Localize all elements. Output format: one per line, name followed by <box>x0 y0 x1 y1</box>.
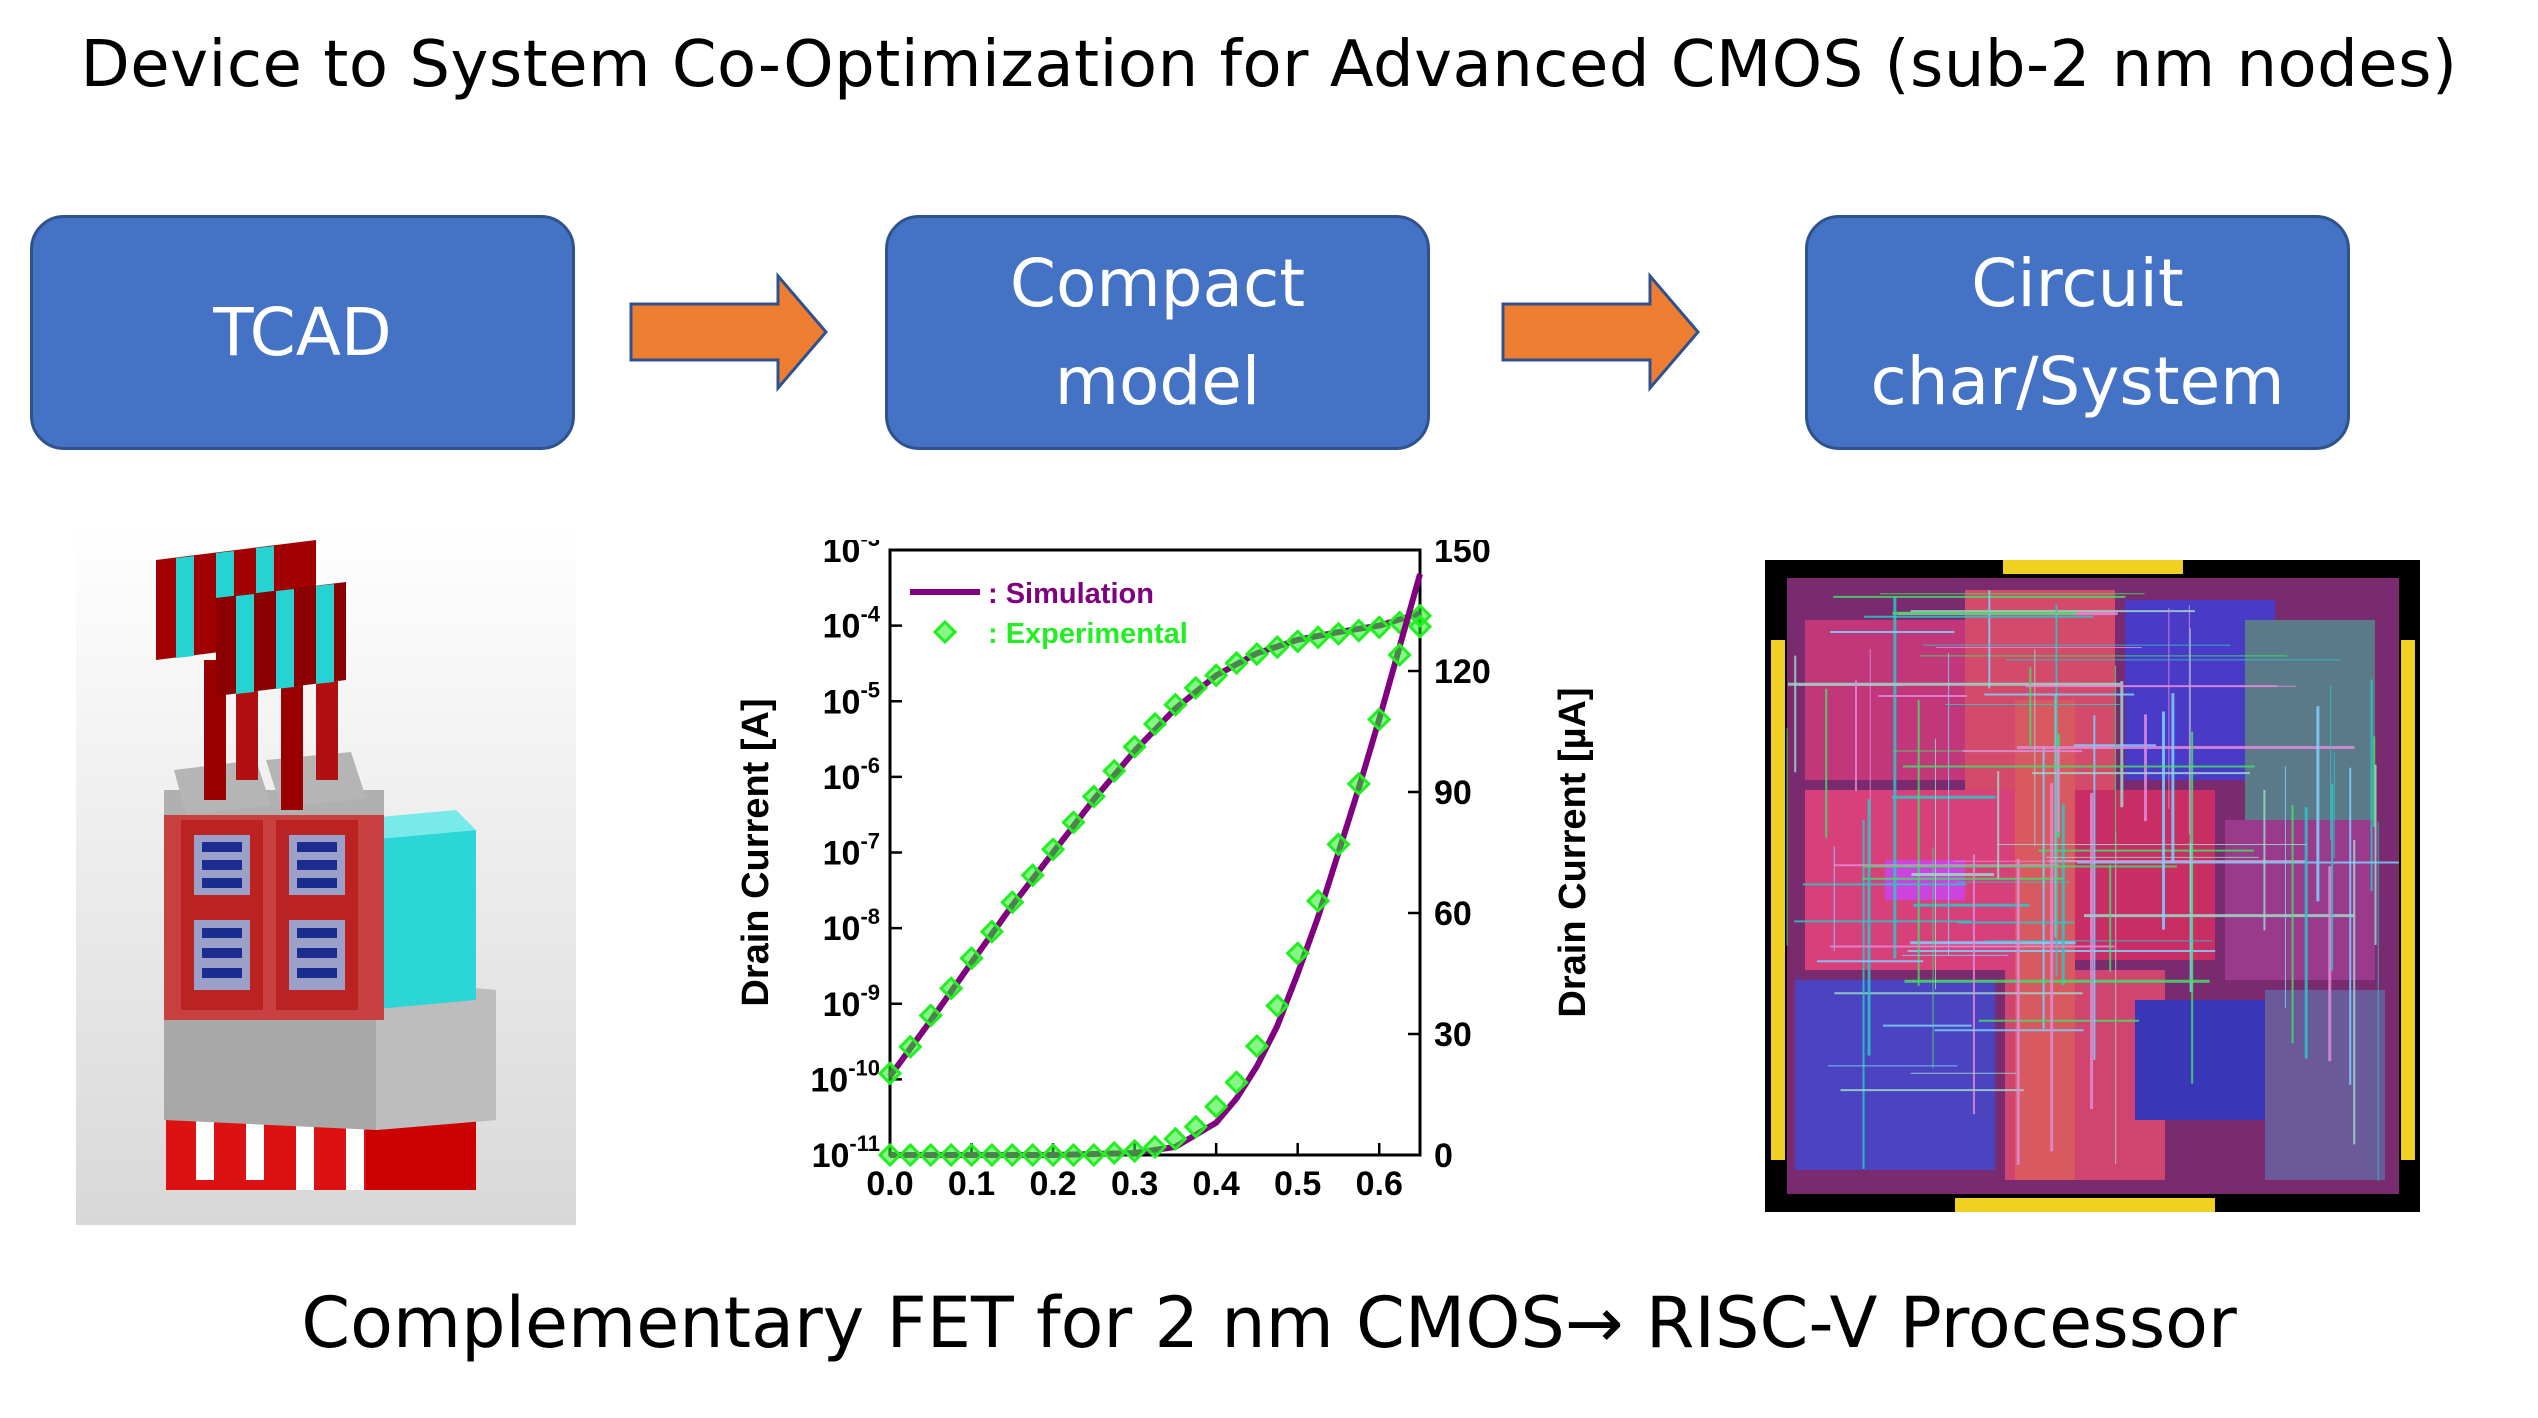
x-tick-label: 0.6 <box>1356 1165 1403 1203</box>
legend-simulation-label: : Simulation <box>988 578 1154 610</box>
experimental-point <box>1000 890 1025 915</box>
experimental-point <box>1142 1134 1168 1160</box>
experimental-point <box>1326 832 1351 857</box>
circuit-system-box: Circuit char/System <box>1805 215 2350 450</box>
experimental-point <box>1244 641 1270 667</box>
experimental-point <box>1326 621 1351 646</box>
y-tick-label-left: 10-9 <box>823 980 880 1024</box>
experimental-point <box>1367 615 1392 640</box>
x-tick-label: 0.2 <box>1029 1165 1076 1203</box>
experimental-point <box>1305 625 1331 650</box>
experimental-point <box>1061 810 1086 835</box>
experimental-point <box>1305 888 1331 914</box>
experimental-point <box>979 1142 1005 1168</box>
experimental-point <box>898 1142 923 1168</box>
y-tick-label-left: 10-10 <box>810 1055 880 1099</box>
experimental-point <box>898 1034 923 1059</box>
right-arrow-icon <box>629 272 828 392</box>
experimental-point <box>1040 1142 1066 1168</box>
experimental-point <box>877 1061 903 1086</box>
experimental-point <box>1000 1142 1025 1168</box>
y-axis-label-right: Drain Current [µA] <box>1552 687 1594 1017</box>
y-tick-label-right: 30 <box>1434 1016 1472 1054</box>
experimental-point <box>959 946 984 971</box>
legend-experimental-label: : Experimental <box>988 618 1188 650</box>
experimental-point <box>1122 1138 1147 1164</box>
x-tick-label: 0.4 <box>1193 1165 1240 1203</box>
y-tick-label-left: 10-6 <box>823 753 880 797</box>
experimental-point <box>877 1142 903 1168</box>
y-tick-label-left: 10-4 <box>823 602 881 646</box>
experimental-point <box>1346 618 1371 643</box>
experimental-point <box>1040 837 1066 862</box>
experimental-point <box>1285 941 1310 966</box>
right-arrow-icon <box>1501 272 1700 392</box>
experimental-point <box>1163 1126 1188 1151</box>
experimental-point <box>1102 1140 1127 1166</box>
page-title: Device to System Co-Optimization for Adv… <box>80 28 2458 102</box>
x-tick-label: 0.3 <box>1111 1165 1158 1203</box>
experimental-point <box>959 1142 984 1168</box>
experimental-point <box>1081 784 1106 809</box>
experimental-point <box>939 976 964 1001</box>
arrow-shape <box>629 272 828 392</box>
simulation-line-2 <box>890 573 1423 1158</box>
compact-model-box: Compact model <box>885 215 1430 450</box>
y-tick-label-left: 10-8 <box>823 904 880 948</box>
y-tick-label-right: 0 <box>1434 1137 1453 1175</box>
arrow-shape <box>1501 272 1700 392</box>
y-tick-label-right: 120 <box>1434 653 1491 691</box>
experimental-point <box>1163 692 1188 717</box>
experimental-point <box>918 1003 943 1028</box>
legend-experimental-swatch <box>932 619 958 645</box>
experimental-point <box>1387 642 1412 667</box>
tcad-box: TCAD <box>30 215 575 450</box>
y-tick-label-left: 10-7 <box>823 829 880 873</box>
experimental-point <box>1102 758 1127 784</box>
experimental-point <box>1183 1114 1208 1139</box>
experimental-point <box>1346 771 1371 797</box>
experimental-point <box>1142 711 1168 737</box>
experimental-point <box>918 1142 943 1168</box>
y-axis-label-left: Drain Current [A] <box>740 698 777 1006</box>
y-tick-label-right: 150 <box>1434 540 1491 570</box>
experimental-point <box>1224 650 1249 676</box>
x-tick-label: 0.0 <box>866 1165 913 1203</box>
experimental-point <box>1265 993 1290 1018</box>
experimental-point <box>1061 1142 1086 1168</box>
experimental-point <box>1204 1094 1229 1119</box>
experimental-point <box>1081 1142 1106 1168</box>
bottom-caption: Complementary FET for 2 nm CMOS→ RISC-V … <box>301 1282 2237 1364</box>
y-tick-label-left: 10-5 <box>823 677 880 721</box>
cfet-3d-structure-image <box>76 520 576 1225</box>
experimental-point <box>1224 1070 1249 1095</box>
experimental-point <box>1265 634 1290 660</box>
id-vg-chart: 0.0 0.1 0.2 0.3 0.4 0.5 0.6 10-3 10-4 10-5 10-6 10-… <box>740 540 1594 1203</box>
experimental-point <box>1367 707 1392 732</box>
risc-v-chip-layout-image <box>1765 560 2420 1212</box>
experimental-point <box>979 919 1005 944</box>
x-tick-label: 0.5 <box>1274 1165 1321 1203</box>
experimental-point <box>1183 675 1208 701</box>
experimental-point <box>1204 663 1229 688</box>
y-tick-label-right: 60 <box>1434 895 1472 933</box>
experimental-point <box>1122 734 1147 759</box>
experimental-point <box>939 1142 964 1168</box>
x-tick-label: 0.1 <box>948 1165 995 1203</box>
y-tick-label-right: 90 <box>1434 774 1472 812</box>
experimental-point <box>1020 863 1045 888</box>
experimental-point <box>1285 629 1310 654</box>
y-tick-label-left: 10-3 <box>823 540 880 570</box>
experimental-point <box>1244 1033 1270 1059</box>
experimental-point <box>1020 1142 1045 1168</box>
experimental-point <box>1407 614 1433 639</box>
